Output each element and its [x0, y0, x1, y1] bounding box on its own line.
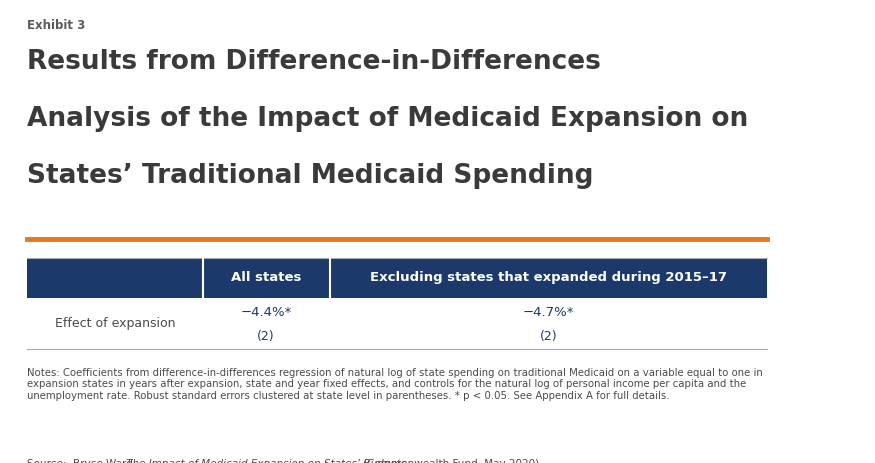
Text: Results from Difference-in-Differences: Results from Difference-in-Differences: [27, 49, 601, 75]
Text: −4.7%*: −4.7%*: [522, 307, 574, 319]
Text: States’ Traditional Medicaid Spending: States’ Traditional Medicaid Spending: [27, 163, 593, 189]
Text: (Commonwealth Fund, May 2020).: (Commonwealth Fund, May 2020).: [360, 459, 542, 463]
Text: Exhibit 3: Exhibit 3: [27, 19, 85, 32]
Text: Notes: Coefficients from difference-in-differences regression of natural log of : Notes: Coefficients from difference-in-d…: [27, 368, 763, 401]
Text: (2): (2): [257, 330, 275, 343]
Text: The Impact of Medicaid Expansion on States’ Budgets: The Impact of Medicaid Expansion on Stat…: [126, 459, 407, 463]
FancyBboxPatch shape: [27, 258, 767, 298]
Text: Source:  Bryce Ward,: Source: Bryce Ward,: [27, 459, 139, 463]
Text: −4.4%*: −4.4%*: [241, 307, 291, 319]
Text: (2): (2): [540, 330, 557, 343]
Text: Analysis of the Impact of Medicaid Expansion on: Analysis of the Impact of Medicaid Expan…: [27, 106, 748, 131]
Text: Excluding states that expanded during 2015–17: Excluding states that expanded during 20…: [370, 271, 727, 284]
Text: All states: All states: [231, 271, 301, 284]
FancyBboxPatch shape: [27, 298, 767, 349]
Text: Effect of expansion: Effect of expansion: [54, 317, 175, 330]
